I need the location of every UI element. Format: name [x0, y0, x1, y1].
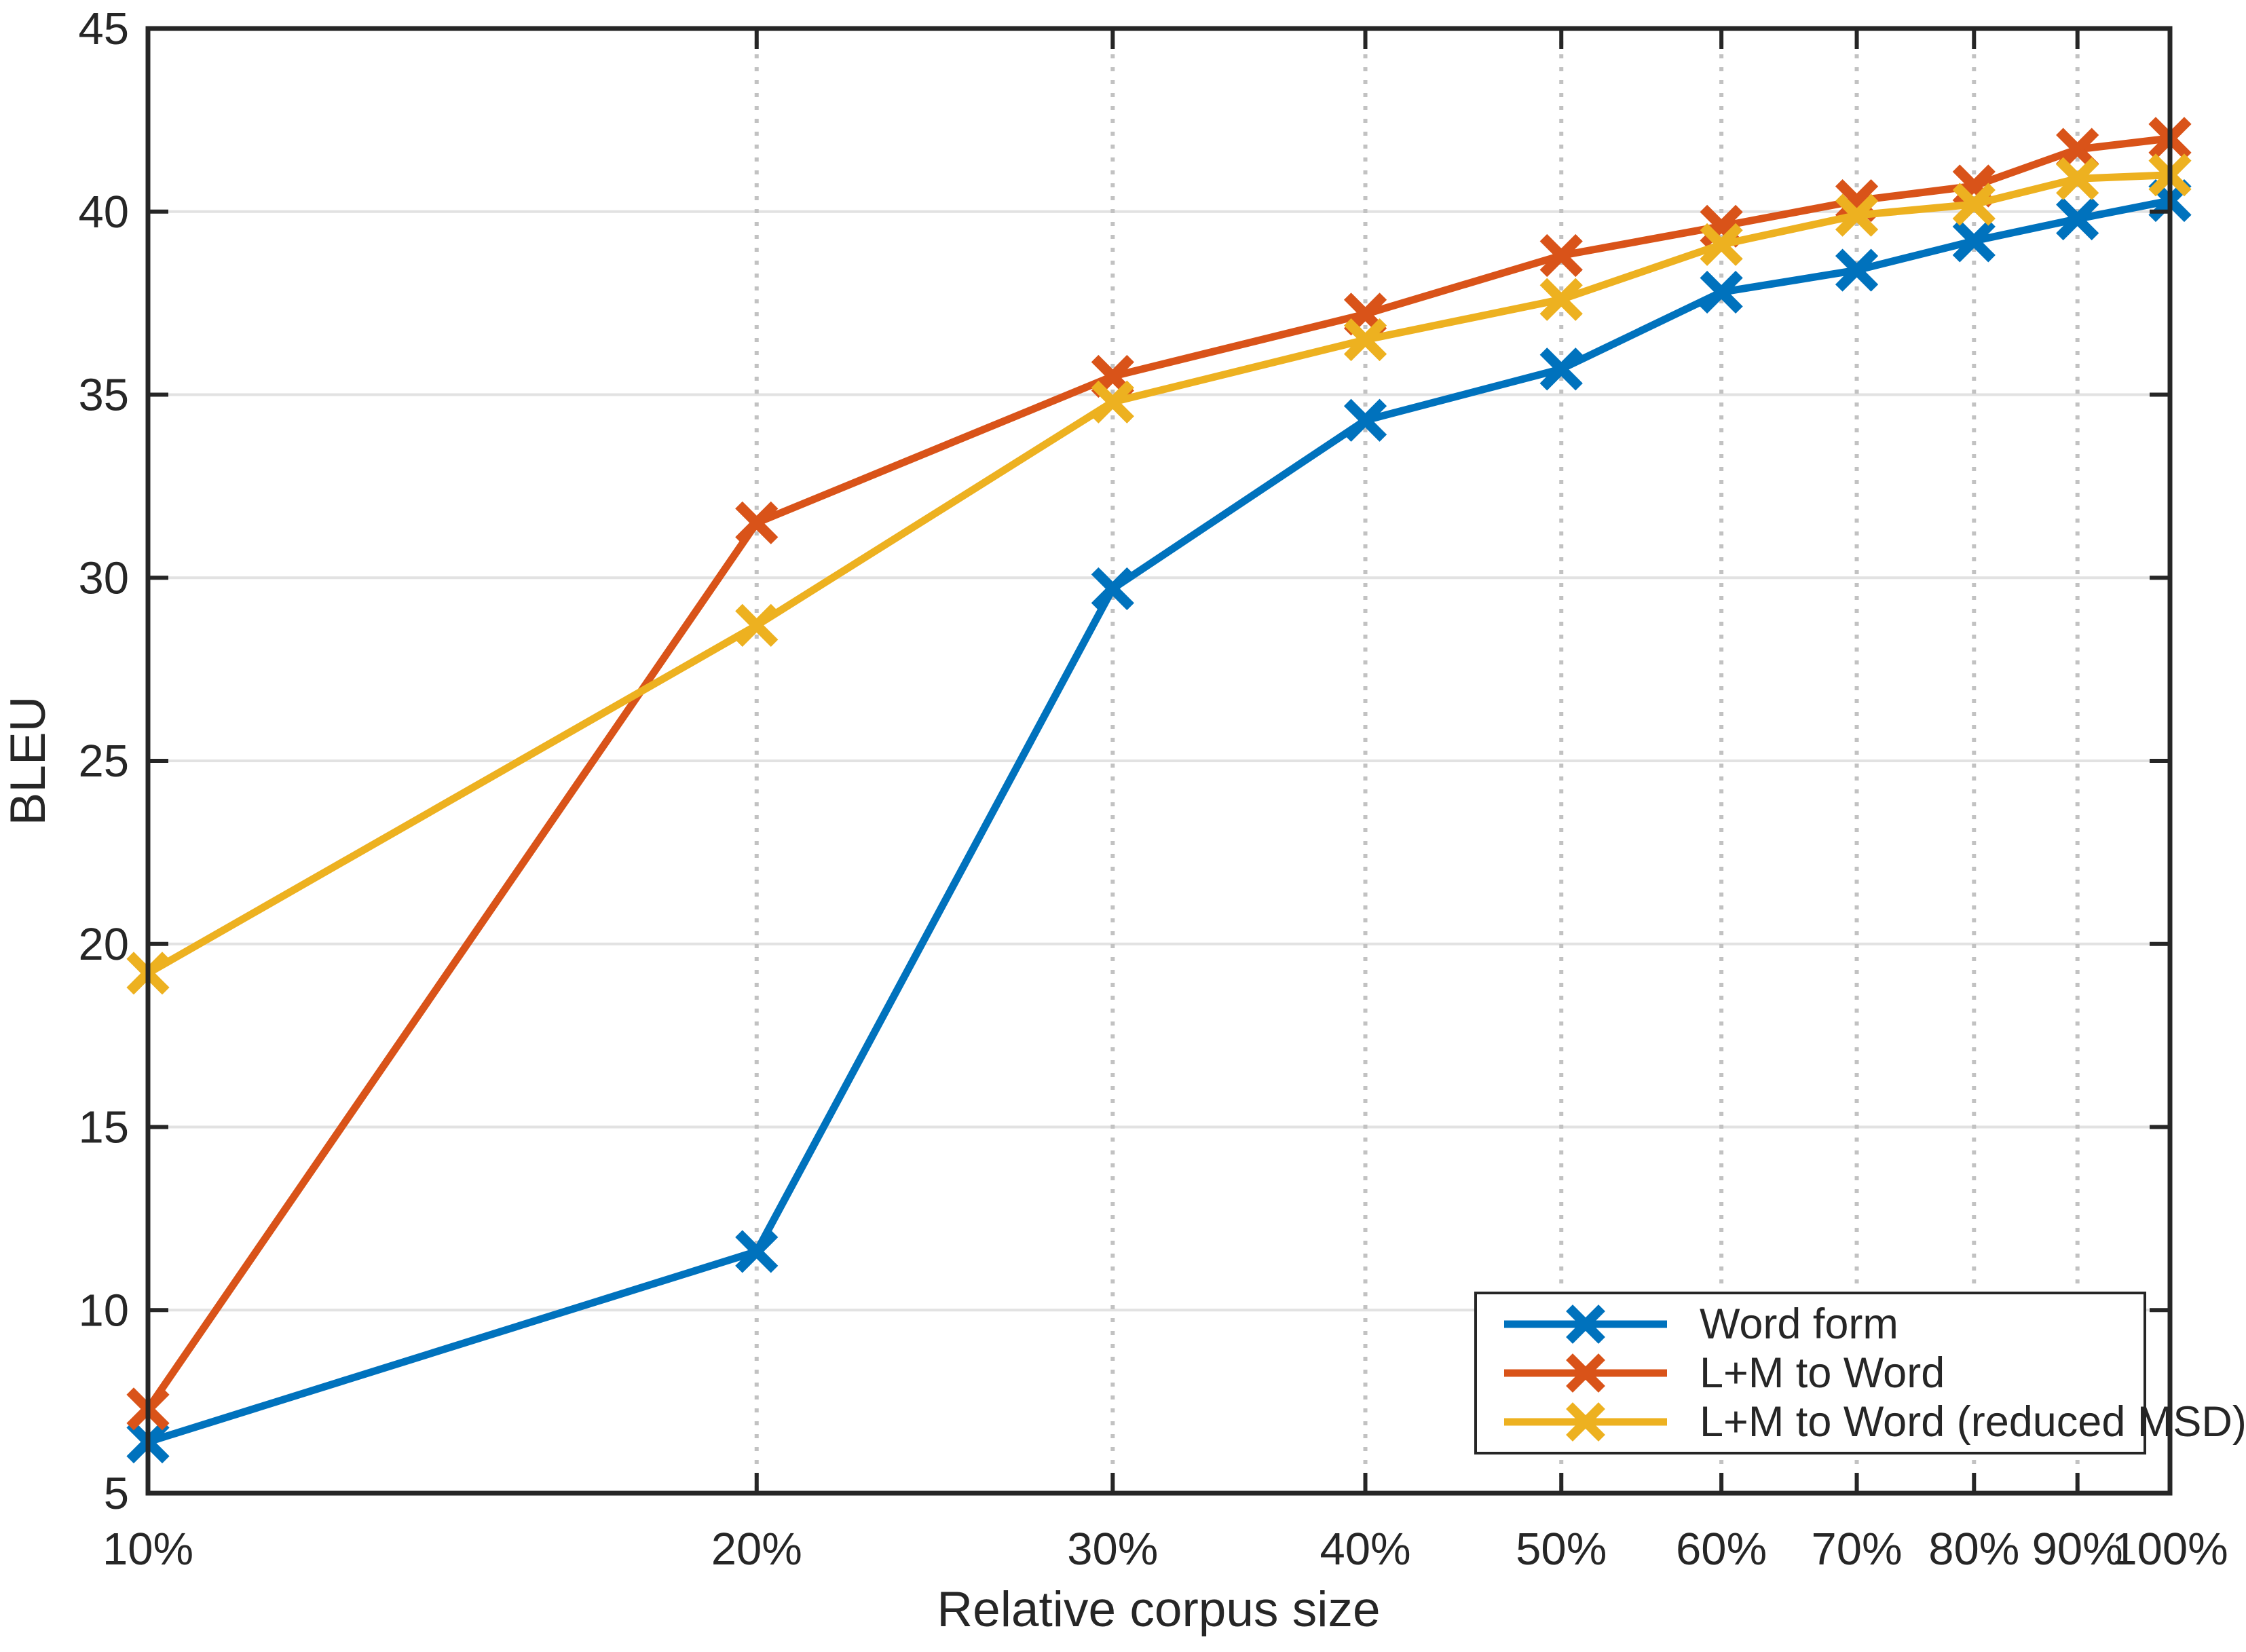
x-tick-label: 50% — [1516, 1524, 1607, 1575]
data-point-marker — [735, 501, 779, 544]
x-tick-label: 90% — [2032, 1524, 2123, 1575]
y-axis-title: BLEU — [1, 696, 56, 826]
data-point-marker — [1700, 270, 1743, 314]
data-point-marker — [1343, 318, 1387, 362]
data-point-marker — [2056, 157, 2099, 200]
legend: Word form L+M to Word L+M to Word (reduc… — [1474, 1292, 2246, 1454]
legend-item-label: L+M to Word (reduced MSD) — [1700, 1397, 2246, 1446]
y-tick-label: 20 — [78, 919, 129, 970]
legend-marker-sample — [1566, 1402, 1605, 1442]
grid-layer — [148, 29, 2170, 1493]
legend-swatch-line-marker — [1504, 1402, 1667, 1442]
x-axis-title: Relative corpus size — [937, 1582, 1380, 1637]
data-point-marker — [1835, 193, 1879, 237]
x-tick-label: 10% — [102, 1524, 193, 1575]
data-point-marker — [1343, 398, 1387, 442]
x-tick-label: 20% — [711, 1524, 802, 1575]
y-tick-label: 45 — [78, 3, 129, 54]
x-tick-label: 70% — [1811, 1524, 1902, 1575]
data-point-marker — [735, 1230, 779, 1273]
y-tick-label: 15 — [78, 1102, 129, 1153]
series-line — [146, 171, 2171, 977]
legend-marker-sample — [1566, 1304, 1605, 1344]
data-point-marker — [2056, 128, 2099, 171]
legend-marker-sample — [1566, 1353, 1605, 1393]
legend-item: L+M to Word (reduced MSD) — [1477, 1397, 2246, 1446]
y-tick-label: 40 — [78, 187, 129, 238]
data-point-marker — [1539, 348, 1583, 391]
data-point-marker — [1539, 278, 1583, 321]
tick-label-layer: 5 10 15 20 25 30 35 40 45 10% 20% 30% 40% 50% 60% 70% 80… — [78, 3, 2228, 1575]
legend-item-label: L+M to Word — [1700, 1349, 1945, 1397]
legend-item: Word form — [1477, 1300, 2144, 1349]
data-point-marker — [1539, 233, 1583, 278]
y-tick-label: 10 — [78, 1285, 129, 1336]
x-tick-label: 30% — [1067, 1524, 1158, 1575]
legend-item: L+M to Word — [1477, 1349, 2144, 1397]
data-point-marker — [1835, 248, 1879, 292]
x-tick-label: 100% — [2112, 1524, 2228, 1575]
y-tick-label: 5 — [104, 1468, 129, 1519]
data-point-marker — [1952, 183, 1996, 226]
series-line — [145, 134, 2171, 1412]
y-tick-label: 25 — [78, 736, 129, 787]
series-line — [147, 197, 2171, 1446]
series-layer — [126, 117, 2192, 1464]
x-tick-label: 80% — [1928, 1524, 2019, 1575]
x-tick-label: 60% — [1676, 1524, 1767, 1575]
data-point-marker — [735, 603, 779, 647]
legend-swatch-line-marker — [1504, 1353, 1667, 1393]
axes-layer — [145, 26, 2173, 1496]
data-point-marker — [1091, 380, 1134, 424]
legend-item-label: Word form — [1700, 1300, 1898, 1348]
x-tick-label: 40% — [1319, 1524, 1410, 1575]
legend-swatch-line-marker — [1504, 1304, 1667, 1344]
data-point-marker — [1952, 219, 1996, 263]
data-point-marker — [1700, 223, 1743, 266]
y-tick-label: 30 — [78, 552, 129, 603]
y-tick-label: 35 — [78, 370, 129, 421]
data-point-marker — [1091, 567, 1134, 611]
data-point-marker — [2056, 197, 2099, 241]
